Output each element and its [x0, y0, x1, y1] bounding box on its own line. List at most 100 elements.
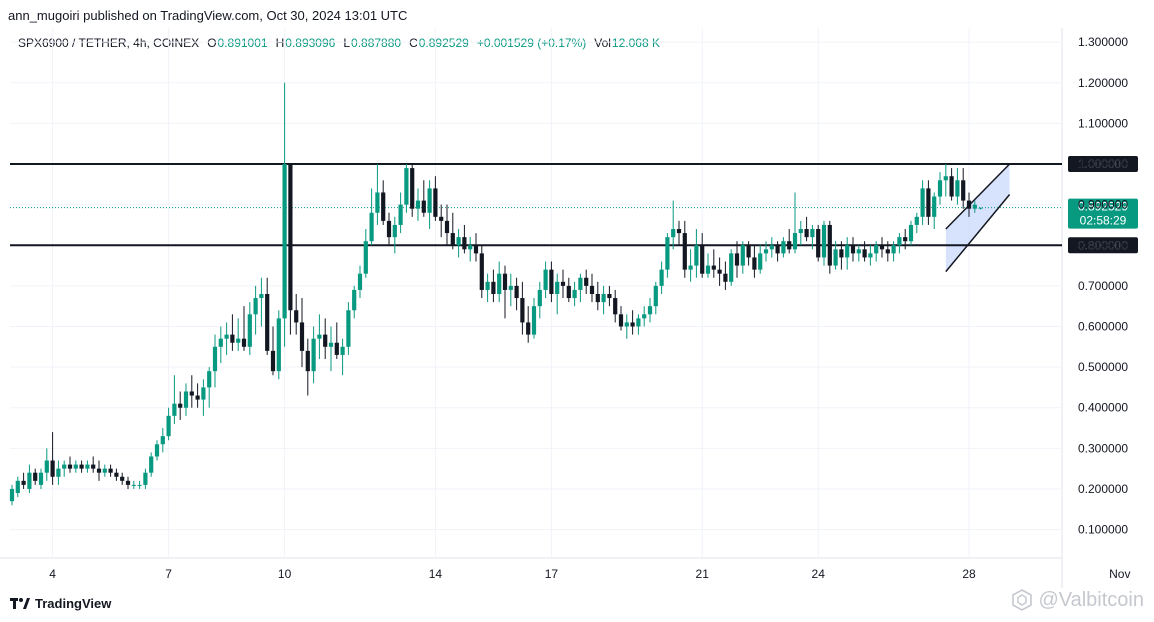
candle-up [740, 241, 745, 274]
candle-up [932, 192, 937, 230]
candle-body [38, 472, 44, 485]
y-tick-label: 0.100000 [1078, 523, 1128, 537]
candle-up [642, 306, 647, 327]
candle-down [479, 245, 484, 299]
last-price-tag[interactable] [1068, 198, 1138, 229]
y-tick-label: 1.300000 [1078, 35, 1128, 49]
candle-up [212, 334, 218, 388]
candle-down [787, 229, 792, 254]
candle-body [926, 188, 931, 217]
price-axis[interactable]: 0.100000 0.200000 0.300000 0.400000 0.500000… [1078, 35, 1128, 536]
candle-body [949, 176, 954, 197]
candle-up [647, 298, 653, 323]
candle-down [241, 306, 247, 351]
channel-lower-line[interactable] [945, 194, 1011, 273]
trend-channel[interactable] [945, 163, 1011, 273]
candle-body [520, 298, 525, 323]
candle-body [357, 273, 363, 290]
candle-body [978, 207, 983, 209]
legend-volume-value: 12.068 K [611, 36, 660, 50]
candle-body [247, 314, 252, 347]
legend-change: +0.001529 (+0.17%) [476, 36, 587, 50]
candle-up [276, 310, 281, 380]
candle-down [879, 237, 885, 258]
candle-down [804, 216, 809, 242]
candle-body [694, 245, 699, 266]
candle-body [572, 289, 577, 299]
candle-down [323, 318, 328, 359]
candle-body [166, 415, 171, 437]
candle-up [543, 261, 548, 299]
tradingview-footer[interactable]: TradingView [10, 596, 111, 611]
channel-upper-line[interactable] [945, 163, 1011, 230]
candle-up [317, 314, 322, 359]
candle-up [497, 261, 502, 303]
candle-up [955, 168, 960, 205]
level-price-tag[interactable] [1068, 237, 1138, 254]
candle-down [288, 164, 293, 335]
candle-body [386, 220, 392, 238]
candle-down [444, 204, 450, 246]
candle-body [874, 245, 879, 254]
candle-body [497, 273, 502, 294]
candle-body [908, 224, 914, 242]
x-tick-label: 17 [545, 567, 559, 581]
candle-body [862, 249, 867, 258]
legend-close-label: C [409, 36, 418, 50]
candle-up [253, 285, 258, 335]
candle-body [154, 444, 160, 457]
candle-body [740, 245, 745, 266]
candle-down [816, 224, 821, 262]
candle-body [537, 289, 542, 307]
candle-body [421, 200, 426, 213]
candle-body [642, 314, 647, 319]
candle-body [67, 464, 73, 469]
level-price-tag[interactable] [1068, 156, 1138, 173]
candle-body [282, 164, 287, 319]
candle-body [932, 196, 937, 217]
candle-body [653, 285, 658, 307]
candle-body [966, 200, 972, 209]
x-tick-label: 14 [429, 567, 443, 581]
candle-body [253, 298, 258, 315]
legend-symbol[interactable]: SPX6900 / TETHER, 4h, COINEX [18, 36, 200, 50]
candle-body [717, 269, 722, 274]
candle-body [700, 245, 705, 274]
candle-up [821, 220, 827, 266]
y-tick-label: 0.600000 [1078, 319, 1128, 333]
candle-body [311, 338, 316, 372]
candle-down [584, 269, 589, 294]
candle-body [212, 346, 218, 372]
candle-body [299, 322, 305, 351]
candle-down [885, 241, 890, 262]
x-tick-label: 21 [696, 567, 710, 581]
candle-body [903, 237, 908, 242]
candle-up [62, 460, 67, 477]
candle-body [340, 346, 345, 355]
candle-body [439, 216, 444, 221]
candle-body [850, 245, 856, 254]
candle-up [769, 237, 774, 258]
candle-body [444, 220, 450, 234]
candle-body [218, 338, 223, 347]
candle-up [729, 249, 734, 286]
candle-body [404, 168, 409, 205]
candle-up [375, 164, 380, 225]
candle-body [682, 233, 687, 270]
candle-down [752, 245, 757, 278]
candle-up [897, 233, 902, 254]
candle-up [149, 452, 154, 477]
candle-up [555, 273, 560, 315]
candle-up [798, 220, 803, 246]
candle-body [230, 334, 235, 343]
candle-body [224, 334, 229, 339]
y-tick-label: 1.100000 [1078, 116, 1128, 130]
candle-down [67, 456, 73, 473]
candle-body [317, 334, 322, 339]
candle-body [810, 229, 815, 238]
candle-up [572, 281, 577, 307]
candle-up [131, 480, 136, 489]
time-axis[interactable]: 4 7 10 14 17 21 24 28 Nov [49, 567, 1130, 581]
